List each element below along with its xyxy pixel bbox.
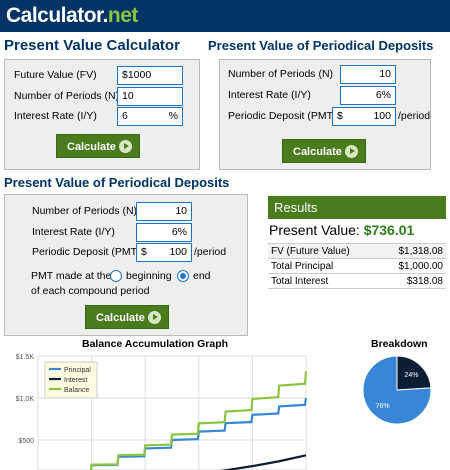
- pvpd-main-panel: Number of Periods (N) 10 Interest Rate (…: [4, 194, 248, 336]
- y-tick-label: $1.0K: [16, 396, 35, 403]
- present-value-label: Present Value:: [269, 222, 360, 238]
- result-row-value: $1,318.08: [379, 243, 446, 259]
- pvpd-main-pmt-input[interactable]: $ 100: [136, 243, 192, 262]
- principal-label: 76%: [376, 403, 390, 410]
- pvpd-top-pmt-suffix: /period: [398, 110, 431, 122]
- timing-beginning-radio[interactable]: [110, 270, 122, 282]
- percent-suffix: %: [168, 110, 178, 122]
- periods-input[interactable]: 10: [117, 87, 183, 106]
- pvpd-main-periods-row: Number of Periods (N) 10: [32, 202, 242, 221]
- rate-label: Interest Rate (I/Y): [14, 110, 97, 122]
- pvpd-top-calculate-label: Calculate: [293, 146, 342, 158]
- pvpd-top-pmt-input[interactable]: $ 100: [332, 107, 396, 126]
- play-arrow-icon: [119, 140, 132, 153]
- table-row: Total Principal $1,000.00: [268, 258, 446, 274]
- fv-row: Future Value (FV) $1000: [14, 66, 194, 85]
- pvpd-main-rate-input[interactable]: 6%: [136, 223, 192, 242]
- pvpd-main-calculate-label: Calculate: [96, 312, 145, 324]
- present-value-line: Present Value: $736.01: [269, 222, 414, 238]
- play-arrow-icon: [345, 145, 358, 158]
- pv-calculate-label: Calculate: [67, 141, 116, 153]
- pvpd-top-rate-input[interactable]: 6%: [340, 86, 396, 105]
- rate-input[interactable]: 6 %: [117, 107, 183, 126]
- timing-row: PMT made at the beginning end: [31, 269, 246, 287]
- y-tick-label: $1.5K: [16, 354, 35, 361]
- timing-line2-row: of each compound period: [31, 285, 246, 303]
- present-value-amount: $736.01: [363, 222, 415, 238]
- timing-end-label: end: [193, 270, 211, 282]
- result-row-label: Total Principal: [268, 258, 380, 274]
- pv-calculate-button[interactable]: Calculate: [56, 134, 140, 158]
- pvpd-main-calculate-button[interactable]: Calculate: [85, 305, 169, 329]
- dollar-prefix: $: [141, 246, 147, 258]
- pvpd-top-periods-row: Number of Periods (N) 10: [228, 65, 428, 84]
- table-row: FV (Future Value) $1,318.08: [268, 243, 446, 259]
- legend-label: Principal: [64, 367, 91, 374]
- legend-label: Balance: [64, 387, 89, 394]
- breakdown-title: Breakdown: [371, 338, 428, 350]
- results-table: FV (Future Value) $1,318.08 Total Princi…: [268, 243, 446, 289]
- pvpd-top-rate-row: Interest Rate (I/Y) 6%: [228, 86, 428, 105]
- periods-label: Number of Periods (N): [14, 90, 120, 102]
- pvpd-main-pmt-value: 100: [169, 246, 187, 258]
- pvpd-main-pmt-label: Periodic Deposit (PMT): [32, 246, 141, 258]
- principal-slice: [362, 355, 432, 425]
- rate-row: Interest Rate (I/Y) 6 %: [14, 107, 194, 126]
- fv-input[interactable]: $1000: [117, 66, 183, 85]
- pvpd-top-pmt-label: Periodic Deposit (PMT): [228, 110, 337, 122]
- pvpd-top-title: Present Value of Periodical Deposits: [208, 38, 434, 53]
- pv-calculator-title: Present Value Calculator: [4, 37, 180, 54]
- result-row-value: $318.08: [379, 273, 446, 289]
- pv-calculator-panel: Future Value (FV) $1000 Number of Period…: [4, 59, 200, 170]
- pvpd-top-periods-label: Number of Periods (N): [228, 68, 334, 80]
- pvpd-main-rate-row: Interest Rate (I/Y) 6%: [32, 223, 242, 242]
- results-header: Results: [268, 196, 446, 219]
- timing-label: PMT made at the: [31, 270, 112, 282]
- interest-series-line: [219, 454, 307, 470]
- chart-legend: Principal Interest Balance: [44, 361, 98, 399]
- interest-slice: [396, 355, 432, 391]
- pvpd-top-panel: Number of Periods (N) 10 Interest Rate (…: [219, 59, 431, 170]
- breakdown-pie-chart: 24% 76%: [362, 355, 432, 425]
- dollar-prefix: $: [337, 110, 343, 122]
- pvpd-main-periods-label: Number of Periods (N): [32, 205, 138, 217]
- periods-row: Number of Periods (N) 10: [14, 87, 194, 106]
- pvpd-main-pmt-row: Periodic Deposit (PMT) $ 100 /period: [32, 243, 247, 262]
- balance-chart: $1.5K $1.0K $500 Principal Interest Balance: [16, 354, 308, 470]
- timing-line2: of each compound period: [31, 285, 150, 297]
- y-tick-label: $500: [18, 438, 34, 445]
- balance-graph-title: Balance Accumulation Graph: [82, 338, 229, 350]
- pvpd-main-rate-label: Interest Rate (I/Y): [32, 226, 115, 238]
- play-arrow-icon: [148, 311, 161, 324]
- timing-beginning-label: beginning: [126, 270, 172, 282]
- pvpd-main-periods-input[interactable]: 10: [136, 202, 192, 221]
- timing-end-radio[interactable]: [177, 270, 189, 282]
- table-row: Total Interest $318.08: [268, 273, 446, 289]
- result-row-label: Total Interest: [268, 273, 380, 289]
- legend-label: Interest: [64, 377, 87, 384]
- result-row-label: FV (Future Value): [268, 243, 380, 259]
- site-logo[interactable]: Calculator.net: [6, 4, 138, 27]
- pvpd-top-pmt-value: 100: [373, 110, 391, 122]
- pvpd-main-pmt-suffix: /period: [194, 246, 227, 258]
- interest-label: 24%: [404, 372, 418, 379]
- pvpd-top-pmt-row: Periodic Deposit (PMT) $ 100 /period: [228, 107, 431, 126]
- rate-value: 6: [122, 110, 128, 122]
- pvpd-top-rate-label: Interest Rate (I/Y): [228, 89, 311, 101]
- fv-label: Future Value (FV): [14, 69, 97, 81]
- result-row-value: $1,000.00: [379, 258, 446, 274]
- pvpd-top-calculate-button[interactable]: Calculate: [282, 139, 366, 163]
- pvpd-main-title: Present Value of Periodical Deposits: [4, 175, 230, 190]
- pvpd-top-periods-input[interactable]: 10: [340, 65, 396, 84]
- balance-series-line: [89, 371, 308, 470]
- site-header: Calculator.net: [0, 0, 450, 32]
